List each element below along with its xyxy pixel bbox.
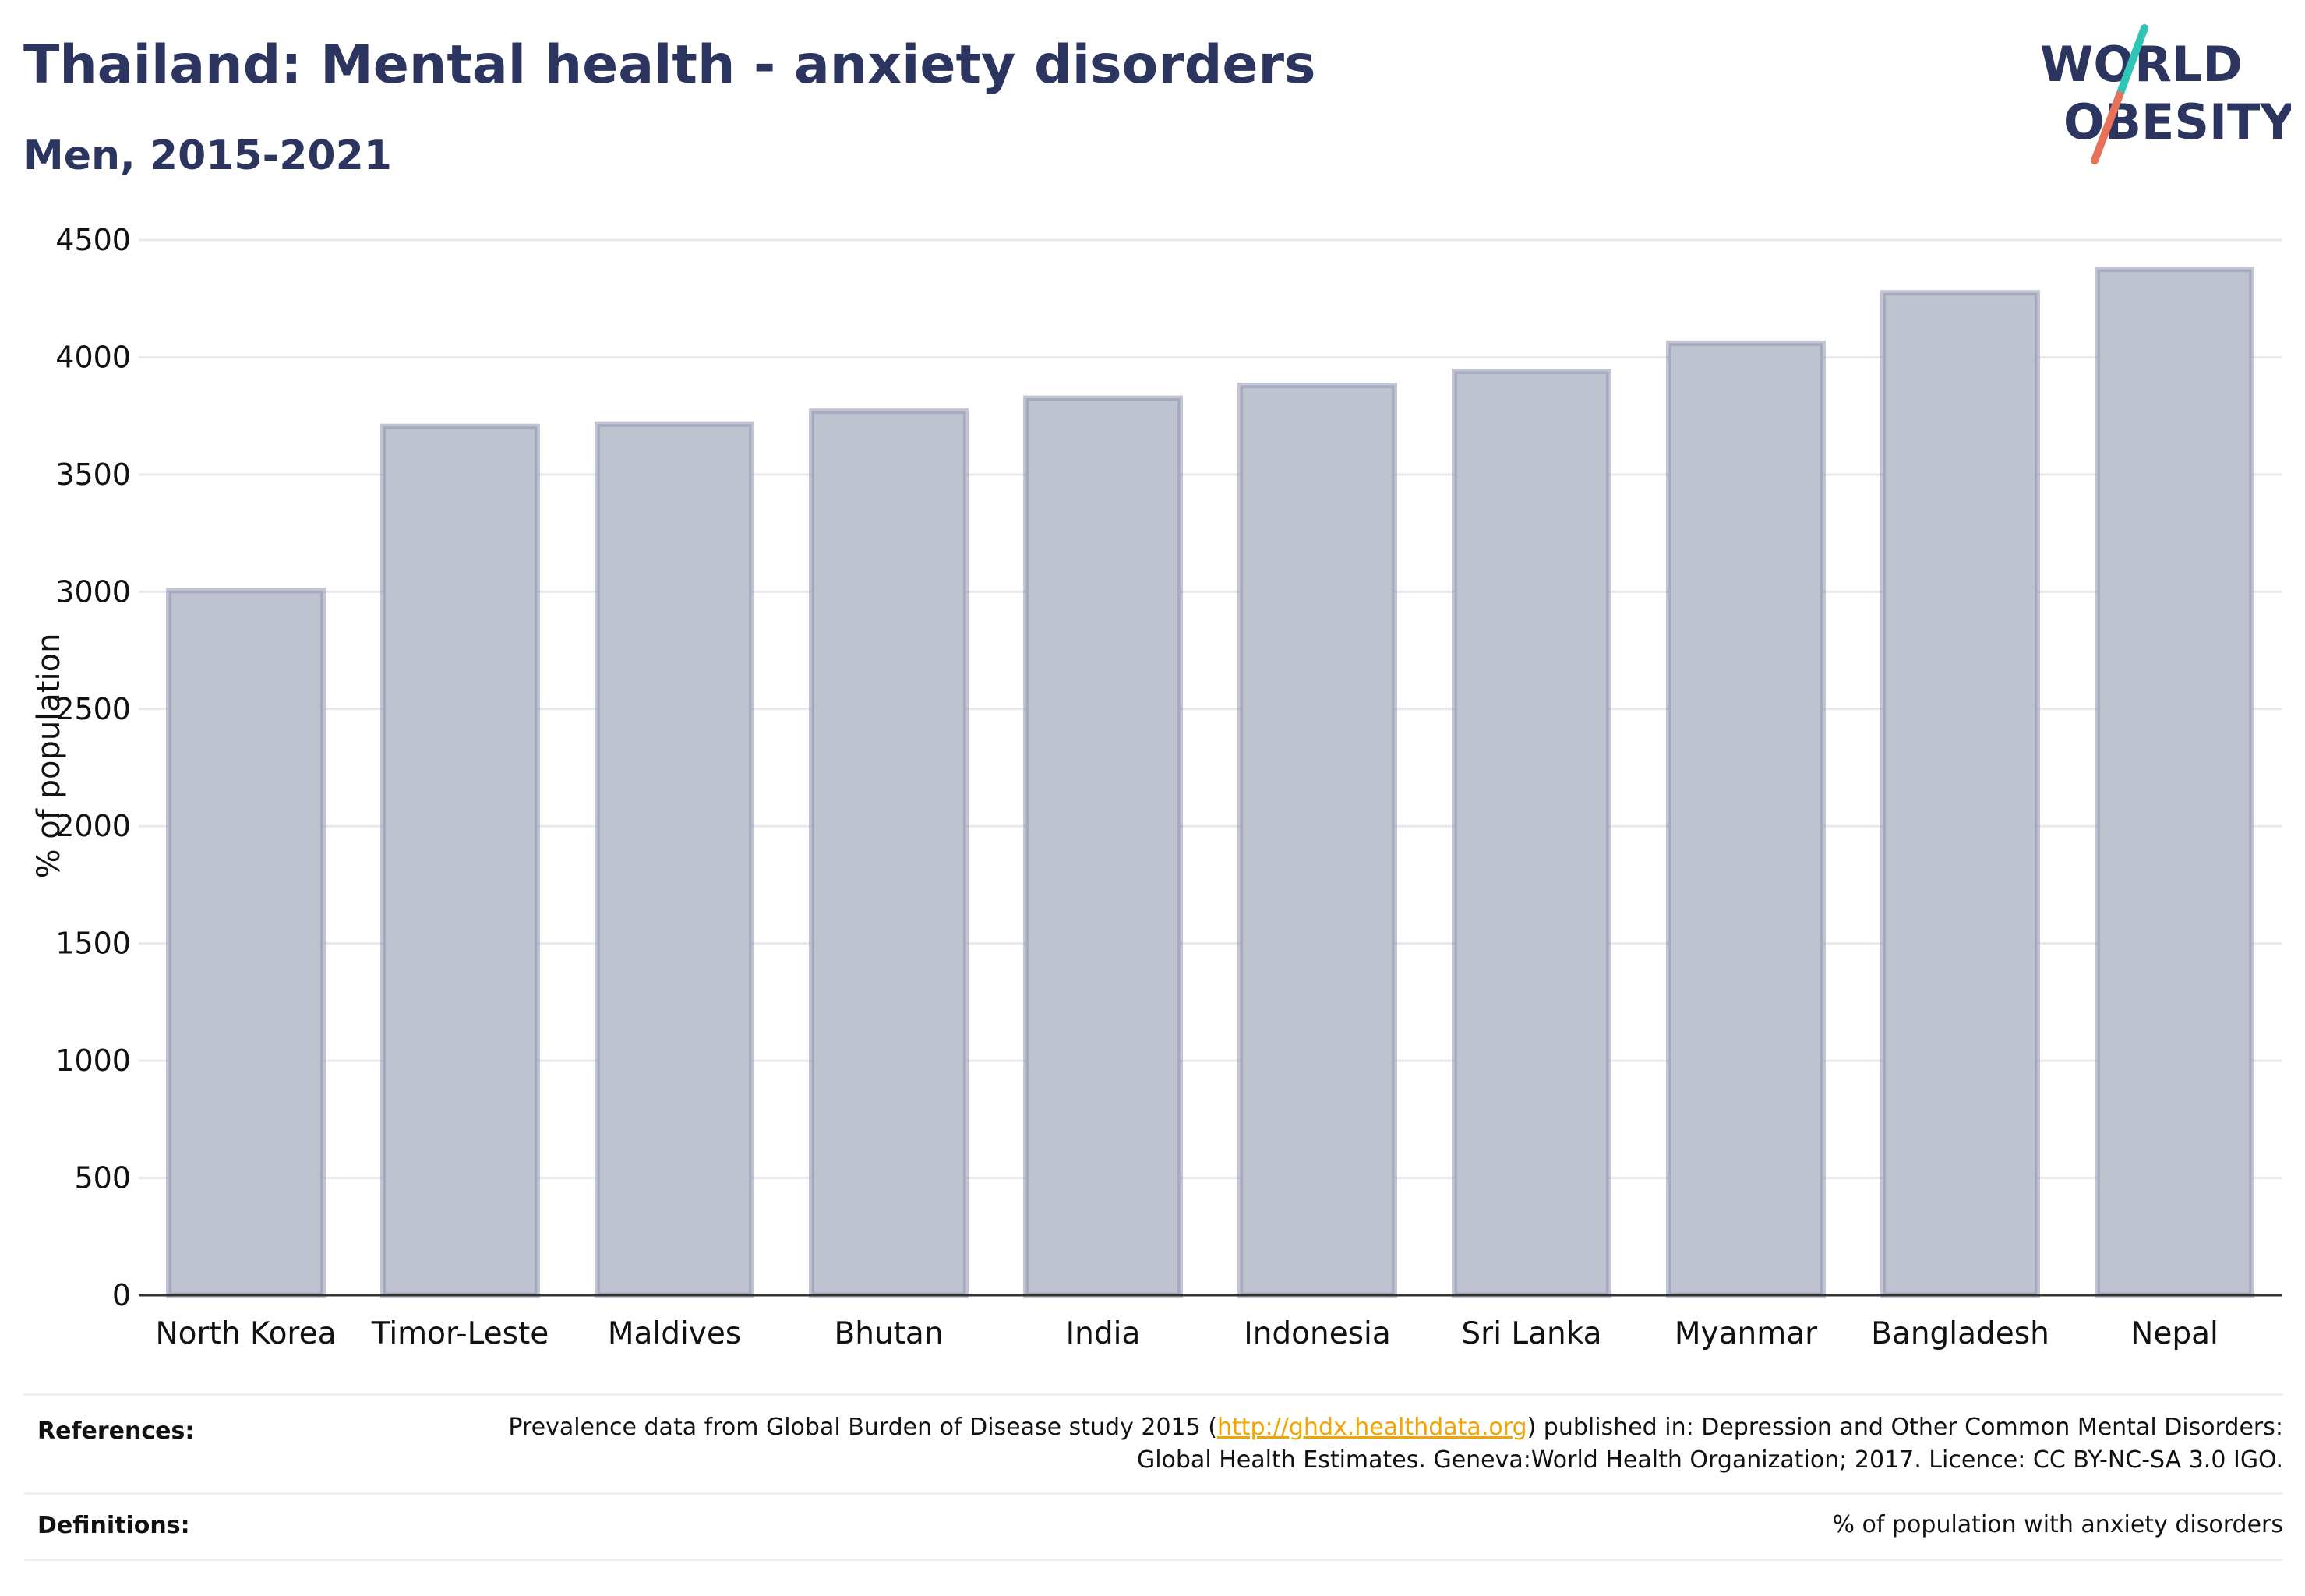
x-tick-label: Nepal: [2130, 1316, 2219, 1351]
references-link[interactable]: http://ghdx.healthdata.org: [1216, 1414, 1527, 1441]
y-tick-label: 500: [74, 1161, 131, 1195]
bar-chart: 0 500 1000 1500 2000 2500 3000 3500 4000 4500 Nor…: [31, 223, 2282, 1351]
x-tick-label: Indonesia: [1244, 1316, 1391, 1351]
definitions-row: Definitions: % of population with anxiet…: [23, 1492, 2283, 1561]
y-tick-label: 1000: [55, 1043, 131, 1078]
references-row: References: Prevalence data from Global …: [23, 1393, 2283, 1492]
references-text: Prevalence data from Global Burden of Di…: [491, 1411, 2283, 1477]
chart-title: Thailand: Mental health - anxiety disord…: [23, 34, 1316, 96]
y-tick-label: 4000: [55, 340, 131, 374]
bar: [380, 423, 540, 1298]
world-obesity-logo: WORLD OBESITY: [2040, 24, 2291, 164]
bar: [2095, 267, 2254, 1298]
footer: References: Prevalence data from Global …: [23, 1393, 2283, 1561]
y-tick-label: 4500: [55, 223, 131, 257]
x-tick-label: India: [1066, 1316, 1141, 1351]
y-tick-label: 2000: [55, 809, 131, 843]
x-category-labels: North Korea Timor-Leste Maldives Bhutan Indi…: [155, 1316, 2218, 1351]
y-tick-label: 3000: [55, 574, 131, 609]
y-tick-label: 2500: [55, 692, 131, 726]
bar: [166, 588, 326, 1298]
y-tick-labels: 0 500 1000 1500 2000 2500 3000 3500 4000 4500: [55, 223, 131, 1312]
chart-subtitle: Men, 2015-2021: [23, 132, 392, 179]
x-tick-label: Myanmar: [1675, 1316, 1818, 1351]
references-label: References:: [37, 1418, 195, 1445]
x-tick-label: Timor-Leste: [371, 1316, 549, 1351]
x-tick-label: Sri Lanka: [1461, 1316, 1601, 1351]
references-text-after: ) published in: Depression and Other Com…: [1136, 1414, 2283, 1474]
y-tick-label: 0: [112, 1278, 131, 1312]
x-tick-label: North Korea: [155, 1316, 336, 1351]
logo-slash-top: [2116, 24, 2148, 99]
references-text-before: Prevalence data from Global Burden of Di…: [508, 1414, 1217, 1441]
y-tick-label: 1500: [55, 927, 131, 961]
bar: [1880, 290, 2040, 1298]
bar: [1023, 395, 1183, 1298]
bar: [809, 408, 969, 1298]
definitions-label: Definitions:: [37, 1512, 190, 1539]
bars: [166, 267, 2254, 1298]
x-tick-label: Maldives: [608, 1316, 741, 1351]
x-tick-label: Bangladesh: [1871, 1316, 2049, 1351]
x-tick-label: Bhutan: [834, 1316, 943, 1351]
y-tick-label: 3500: [55, 457, 131, 492]
logo-slash-bottom: [2091, 91, 2123, 164]
bar: [1452, 368, 1611, 1298]
bar: [1237, 383, 1397, 1298]
bar: [1666, 340, 1826, 1298]
bar: [595, 421, 754, 1298]
y-axis-label: % of population: [31, 634, 67, 879]
definitions-text: % of population with anxiety disorders: [1832, 1511, 2283, 1538]
